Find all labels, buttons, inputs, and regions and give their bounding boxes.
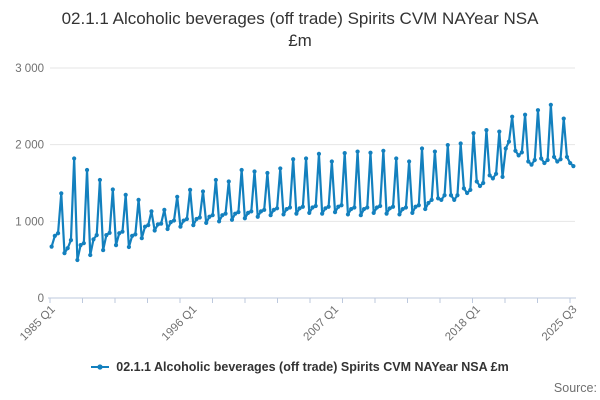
- x-axis-tick-label: 1985 Q1: [18, 304, 58, 344]
- x-axis-tick-label: 2018 Q1: [443, 304, 483, 344]
- gridlines: [50, 67, 575, 222]
- x-axis-tick-label: 2007 Q1: [301, 304, 341, 344]
- series-line[interactable]: [49, 102, 576, 263]
- legend-line-marker-icon: [91, 364, 110, 370]
- legend-label: 02.1.1 Alcoholic beverages (off trade) S…: [116, 360, 509, 374]
- y-axis-tick-label: 2 000: [15, 140, 44, 152]
- source-label: Source:: [553, 381, 597, 395]
- legend: 02.1.1 Alcoholic beverages (off trade) S…: [0, 360, 600, 374]
- y-axis-labels: 0 1 000 2 000 3 000: [15, 63, 44, 305]
- x-axis: [48, 297, 576, 303]
- y-axis-tick-label: 0: [38, 293, 44, 305]
- y-axis-tick-label: 3 000: [15, 63, 44, 75]
- x-axis-labels: 1985 Q1 1996 Q1 2007 Q1 2018 Q1 2025 Q3: [18, 304, 579, 344]
- chart-title: 02.1.1 Alcoholic beverages (off trade) S…: [61, 9, 539, 51]
- legend-item[interactable]: 02.1.1 Alcoholic beverages (off trade) S…: [91, 360, 509, 374]
- y-axis-tick-label: 1 000: [15, 216, 44, 228]
- x-axis-tick-label: 1996 Q1: [160, 304, 200, 344]
- x-axis-tick-label: 2025 Q3: [540, 304, 580, 344]
